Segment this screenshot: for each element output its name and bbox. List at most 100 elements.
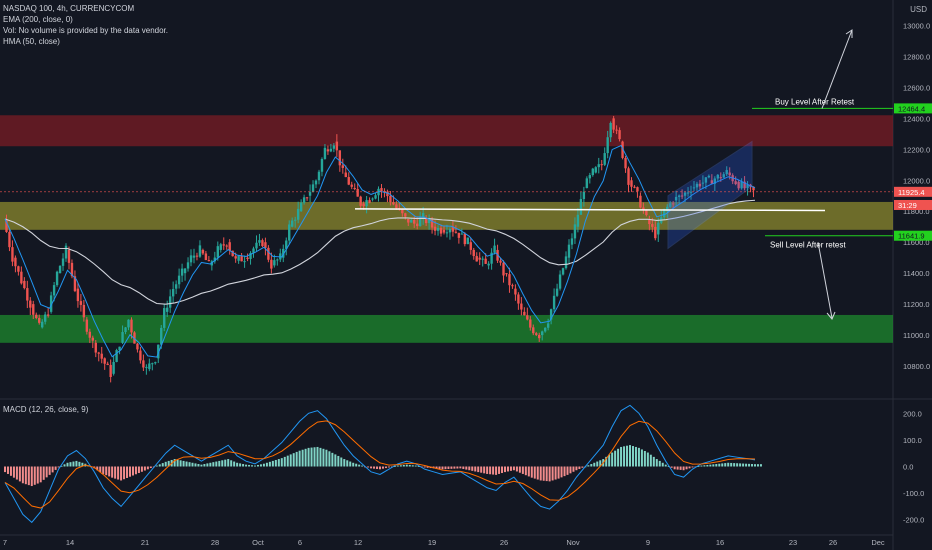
candle-up — [112, 361, 115, 374]
candle-up — [579, 199, 583, 215]
candle-up — [567, 244, 571, 258]
candle-up — [487, 263, 490, 266]
candle-up — [555, 288, 559, 296]
macd-line — [4, 404, 756, 524]
candle-up — [288, 224, 291, 241]
time-tick-label: 9 — [646, 538, 650, 547]
macd-hist-down — [149, 466, 152, 469]
candle-up — [460, 233, 464, 235]
candle-up — [189, 255, 193, 263]
candle-down — [475, 256, 478, 262]
macd-hist-up — [304, 448, 307, 467]
current-price-tag-bg — [894, 186, 932, 197]
macd-hist-up — [316, 446, 319, 467]
macd-hist-up — [179, 460, 182, 467]
candle-down — [621, 141, 624, 158]
candle-up — [546, 323, 550, 328]
candle-down — [472, 249, 475, 257]
sell-level-tag: 11641.9 — [898, 232, 925, 241]
macd-hist-up — [637, 447, 640, 467]
macd-hist-up — [256, 464, 259, 467]
macd-hist-down — [468, 466, 471, 471]
candle-down — [407, 218, 410, 223]
candle-down — [207, 260, 211, 262]
candle-up — [668, 203, 672, 207]
candle-down — [457, 232, 461, 238]
macd-hist-up — [176, 459, 179, 467]
candle-down — [710, 180, 714, 184]
candle-up — [198, 245, 202, 257]
candle-up — [157, 344, 160, 359]
candle-up — [314, 180, 318, 185]
macd-hist-up — [706, 464, 709, 467]
macd-hist-down — [126, 466, 129, 478]
macd-hist-up — [78, 461, 81, 467]
candle-down — [240, 256, 243, 262]
candle-up — [311, 184, 315, 193]
macd-hist-up — [715, 464, 718, 467]
candle-up — [365, 200, 368, 207]
macd-hist-up — [268, 461, 271, 467]
candle-up — [276, 259, 279, 261]
macd-hist-down — [96, 466, 99, 471]
macd-hist-down — [489, 466, 492, 475]
candle-up — [722, 174, 725, 178]
candle-down — [326, 149, 330, 152]
macd-hist-down — [676, 466, 679, 470]
macd-hist-up — [399, 465, 402, 467]
candle-up — [320, 158, 324, 172]
macd-hist-down — [521, 466, 524, 474]
candle-down — [347, 177, 350, 185]
candle-down — [698, 183, 702, 187]
macd-hist-up — [343, 459, 346, 467]
macd-hist-up — [215, 461, 218, 467]
candle-down — [109, 364, 112, 377]
macd-hist-down — [560, 466, 563, 478]
macd-hist-up — [227, 459, 230, 467]
macd-hist-up — [259, 464, 262, 467]
macd-hist-down — [111, 466, 114, 478]
macd-hist-down — [367, 466, 370, 468]
macd-hist-down — [530, 466, 533, 478]
candle-up — [570, 238, 574, 245]
candle-down — [451, 226, 455, 232]
candle-up — [293, 219, 297, 221]
candle-up — [252, 248, 255, 253]
candle-down — [353, 188, 356, 190]
macd-hist-down — [39, 466, 42, 483]
candle-up — [481, 258, 484, 260]
candle-up — [302, 197, 306, 203]
candle-up — [291, 220, 294, 227]
macd-hist-up — [756, 464, 759, 467]
candle-down — [23, 280, 26, 289]
candle-down — [532, 327, 535, 334]
macd-hist-up — [161, 463, 164, 467]
candle-up — [168, 296, 172, 308]
macd-tick-label: -100.0 — [903, 489, 924, 498]
candle-down — [94, 342, 97, 353]
candle-down — [752, 186, 755, 191]
candle-down — [264, 242, 267, 248]
candle-down — [222, 244, 225, 246]
macd-hist-up — [254, 465, 256, 467]
candle-down — [359, 196, 362, 206]
candle-down — [20, 271, 23, 284]
candle-down — [511, 285, 514, 287]
candle-down — [383, 190, 386, 192]
candle-down — [416, 223, 419, 227]
candle-down — [523, 311, 526, 316]
macd-hist-up — [286, 455, 289, 467]
macd-hist-down — [456, 466, 459, 469]
candle-down — [246, 257, 249, 259]
candle-up — [258, 240, 261, 243]
macd-hist-down — [459, 466, 462, 469]
candle-up — [606, 137, 609, 154]
macd-hist-up — [355, 463, 358, 467]
candle-up — [163, 308, 166, 328]
macd-hist-up — [173, 459, 176, 467]
macd-hist-up — [328, 451, 331, 467]
candle-up — [41, 321, 44, 328]
candle-up — [549, 309, 553, 320]
time-tick-label: Nov — [566, 538, 580, 547]
